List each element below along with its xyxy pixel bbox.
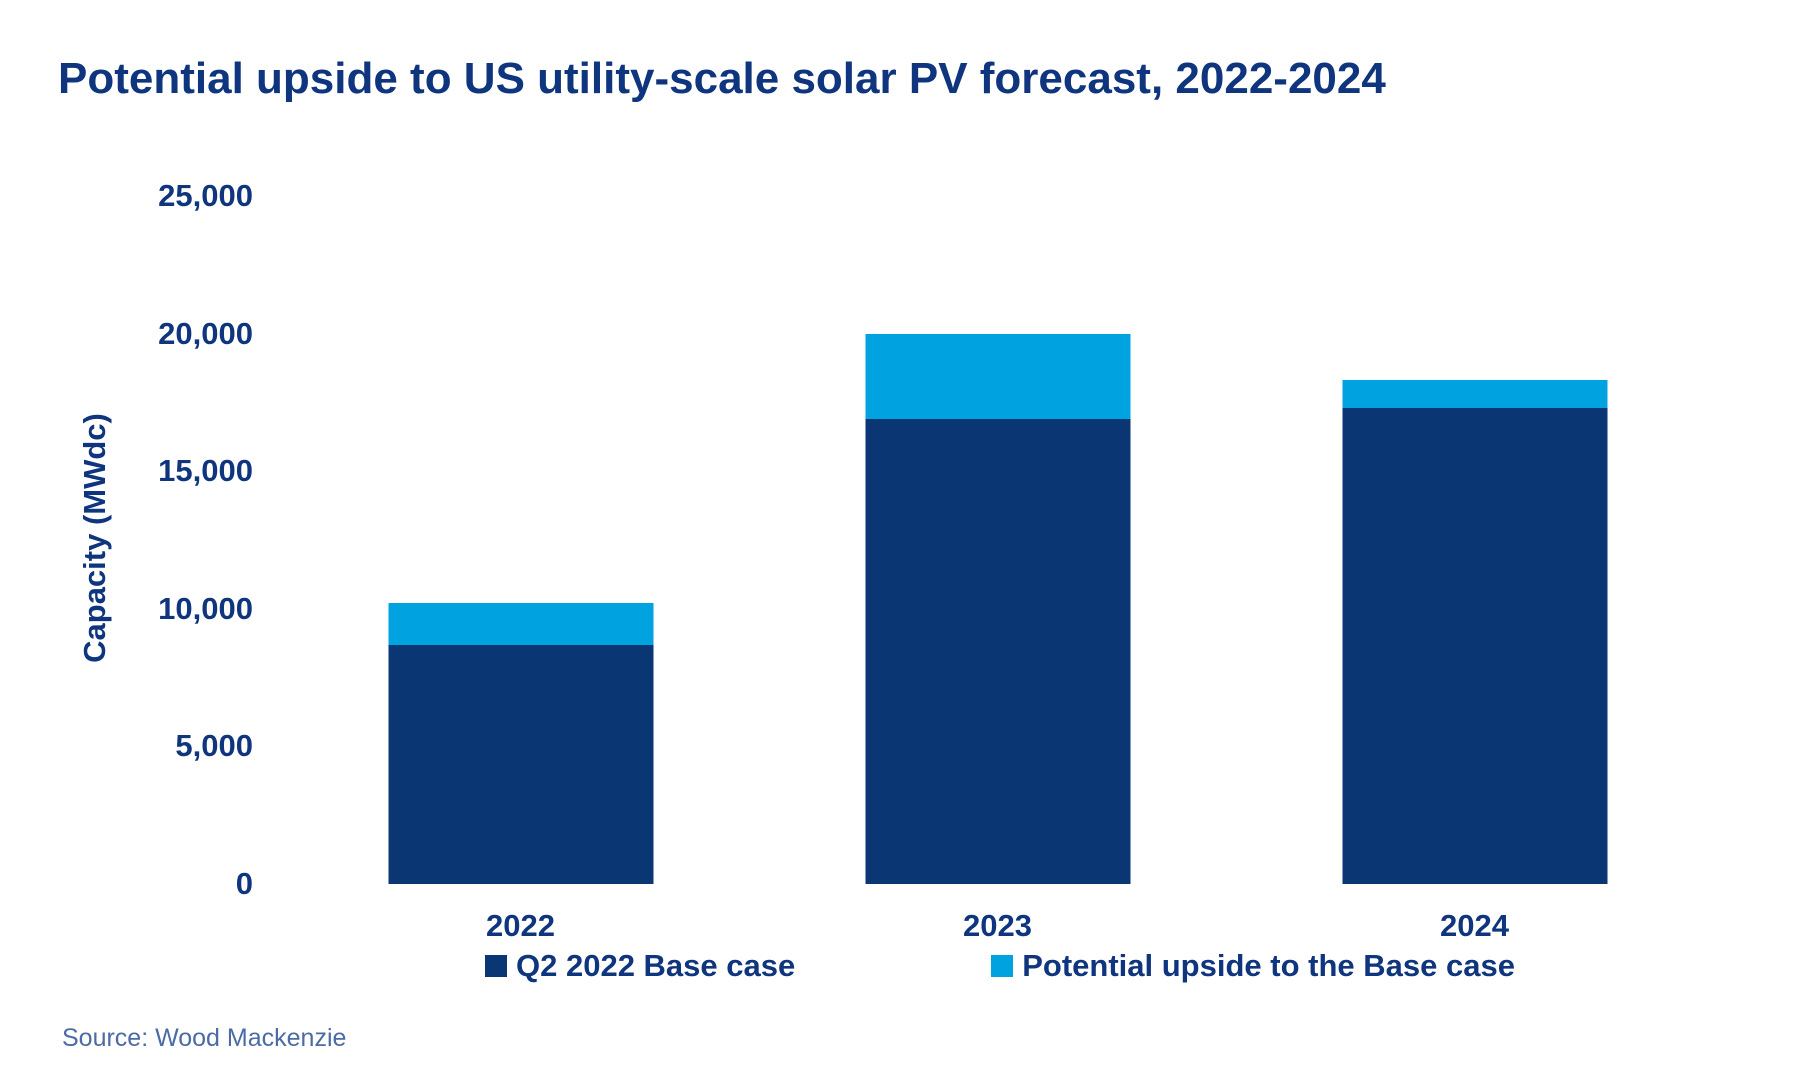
x-tick-label-2023: 2023 (963, 908, 1032, 943)
bar-segment (388, 603, 653, 645)
chart-title: Potential upside to US utility-scale sol… (58, 54, 1386, 103)
bar-slot-2023 (759, 196, 1236, 884)
source-note: Source: Wood Mackenzie (62, 1024, 347, 1052)
x-tick-label-2024: 2024 (1440, 908, 1509, 943)
stacked-bar-2022 (388, 603, 653, 884)
bar-segment (865, 418, 1130, 884)
bar-segment (865, 333, 1130, 419)
stacked-bar-2024 (1342, 380, 1607, 884)
legend-label: Q2 2022 Base case (516, 948, 796, 983)
bar-segment (1342, 380, 1607, 408)
legend-swatch-icon (485, 955, 507, 977)
legend-label: Potential upside to the Base case (1022, 948, 1515, 983)
bar-slot-2022 (282, 196, 759, 884)
bar-segment (1342, 407, 1607, 884)
x-tick-label-2022: 2022 (486, 908, 555, 943)
y-tick-label: 25,000 (158, 178, 253, 213)
y-tick-label: 20,000 (158, 315, 253, 351)
y-axis-title: Capacity (MWdc) (77, 413, 112, 663)
legend: Q2 2022 Base case Potential upside to the… (485, 948, 1515, 984)
legend-item: Q2 2022 Base case (485, 948, 795, 984)
plot-area (282, 196, 1713, 884)
y-tick-label: 5,000 (175, 728, 253, 764)
legend-item: Potential upside to the Base case (991, 948, 1515, 984)
bar-segment (388, 644, 653, 884)
y-tick-label: 15,000 (158, 453, 253, 489)
y-tick-label: 0 (235, 866, 253, 901)
bar-slot-2024 (1236, 196, 1713, 884)
y-tick-label: 10,000 (158, 590, 253, 626)
legend-swatch-icon (991, 955, 1014, 977)
stacked-bar-2023 (865, 333, 1130, 884)
